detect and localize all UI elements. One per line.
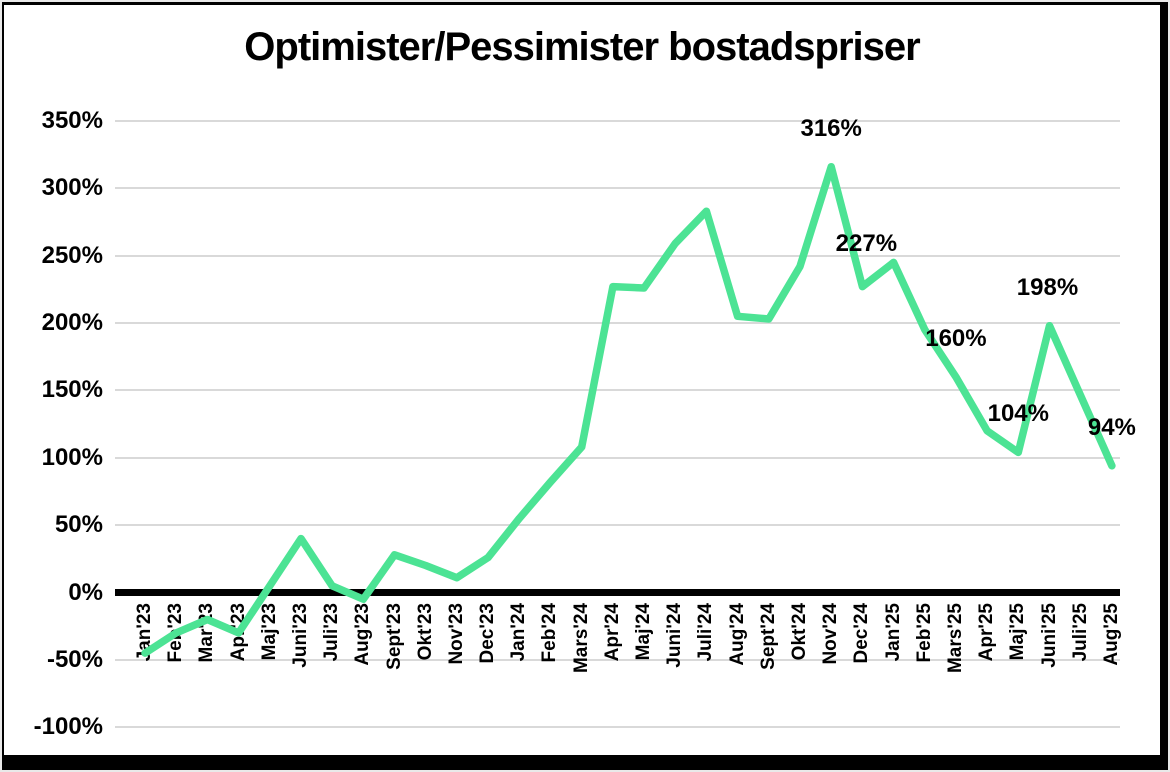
data-label: 227%	[835, 229, 898, 257]
plot-area: 350% 300% 250% 200% 150% 100% 50% 0% -50% -100% Ja…	[4, 5, 1160, 755]
data-label: 94%	[1087, 413, 1136, 441]
y-axis-tick-label: 200%	[41, 309, 103, 336]
x-axis-zero-line	[115, 589, 1120, 596]
y-axis-tick-label: 0%	[68, 578, 103, 606]
chart-canvas: Optimister/Pessimister bostadspriser 350…	[4, 5, 1160, 755]
gridline	[115, 322, 1120, 324]
y-axis-tick-label: 50%	[54, 511, 103, 539]
y-axis-tick-label: 100%	[41, 443, 103, 471]
data-label: 198%	[1016, 273, 1079, 301]
data-label: 316%	[800, 114, 862, 142]
series-svg	[141, 162, 1116, 657]
gridline	[115, 726, 1120, 729]
y-axis-tick-label: -100%	[33, 713, 103, 741]
gridline	[115, 524, 1120, 527]
gridline	[115, 119, 1120, 122]
data-label: 160%	[925, 324, 987, 352]
data-label: 104%	[987, 400, 1049, 428]
y-axis-tick-label: 150%	[41, 376, 103, 404]
gridline	[115, 254, 1120, 257]
chart-title: Optimister/Pessimister bostadspriser	[244, 25, 920, 69]
gridline	[115, 658, 1120, 661]
y-axis-tick-label: 250%	[41, 241, 103, 269]
gridline	[115, 187, 1120, 190]
series-line	[141, 162, 1116, 657]
y-axis-tick-label: 350%	[41, 106, 103, 134]
gridline	[115, 389, 1120, 392]
gridline	[115, 456, 1120, 459]
y-axis-tick-label: 300%	[41, 174, 103, 202]
y-axis-tick-label: -50%	[46, 645, 103, 673]
